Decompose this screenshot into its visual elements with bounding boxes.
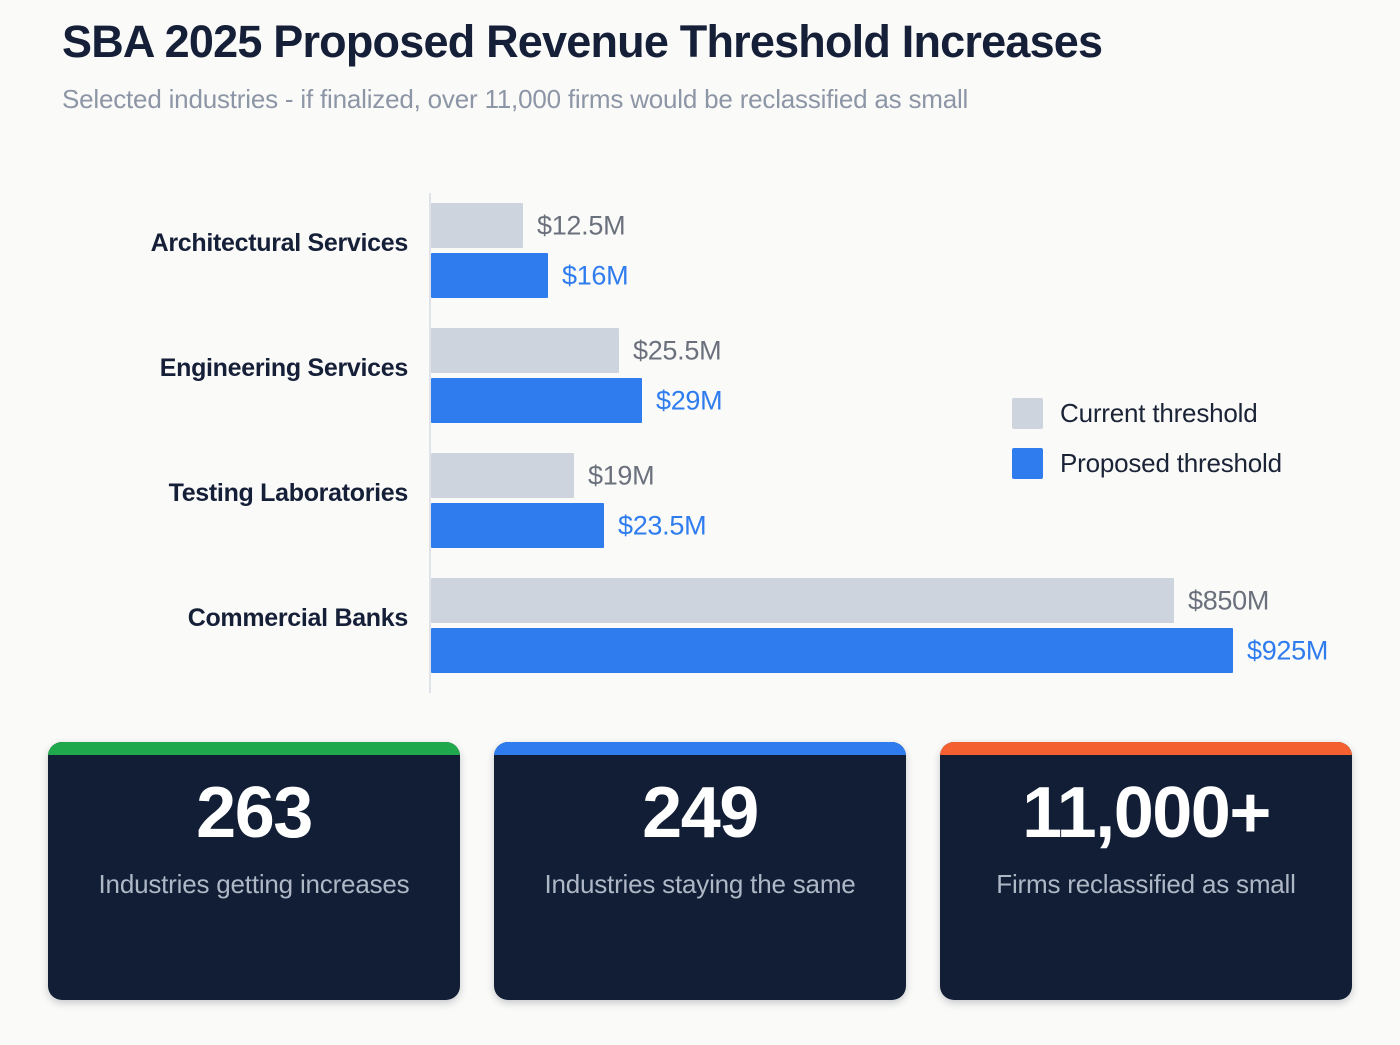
page-subtitle: Selected industries - if finalized, over… [62, 83, 969, 114]
legend-label: Proposed threshold [1060, 447, 1282, 478]
card-accent-bar [494, 742, 906, 755]
stat-card-firms: 11,000+ Firms reclassified as small [940, 742, 1352, 1000]
bar-current [431, 453, 574, 498]
bar-value-proposed: $16M [562, 260, 629, 290]
bar-proposed [431, 628, 1233, 673]
legend-item-current: Current threshold [1012, 388, 1282, 438]
stat-card-same: 249 Industries staying the same [494, 742, 906, 1000]
legend-item-proposed: Proposed threshold [1012, 438, 1282, 488]
card-body: 249 Industries staying the same [494, 755, 906, 1000]
card-accent-bar [48, 742, 460, 755]
bar-value-proposed: $23.5M [618, 510, 707, 540]
bar-current [431, 328, 619, 373]
stat-value: 249 [642, 773, 759, 853]
bar-value-proposed: $925M [1247, 635, 1329, 665]
card-body: 263 Industries getting increases [48, 755, 460, 1000]
chart-axis-line [429, 193, 431, 693]
card-body: 11,000+ Firms reclassified as small [940, 755, 1352, 1000]
bar-value-current: $19M [588, 460, 655, 490]
stat-label: Firms reclassified as small [996, 869, 1296, 899]
chart-category-group: Engineering Services $25.5M $29M [0, 320, 1400, 423]
chart-category-group: Architectural Services $12.5M $16M [0, 195, 1400, 298]
bar-value-current: $850M [1188, 585, 1270, 615]
legend-label: Current threshold [1060, 397, 1258, 428]
chart-category-group: Testing Laboratories $19M $23.5M [0, 445, 1400, 548]
category-label: Architectural Services [150, 229, 409, 257]
stat-cards: 263 Industries getting increases 249 Ind… [48, 742, 1352, 1000]
category-label: Commercial Banks [187, 604, 409, 632]
legend-swatch-icon [1012, 397, 1043, 429]
bar-current [431, 203, 523, 248]
bar-chart: Architectural Services $12.5M $16M Engin… [0, 185, 1400, 705]
stat-value: 11,000+ [1022, 773, 1271, 853]
stat-label: Industries getting increases [98, 869, 410, 899]
chart-category-group: Commercial Banks $850M $925M [0, 570, 1400, 673]
bar-value-current: $12.5M [537, 210, 626, 240]
card-accent-bar [940, 742, 1352, 755]
bar-value-current: $25.5M [633, 335, 722, 365]
chart-legend: Current threshold Proposed threshold [1012, 388, 1282, 488]
bar-current [431, 578, 1174, 623]
page-title: SBA 2025 Proposed Revenue Threshold Incr… [62, 16, 1103, 67]
bar-value-proposed: $29M [656, 385, 723, 415]
category-label: Testing Laboratories [168, 479, 409, 507]
stat-card-increases: 263 Industries getting increases [48, 742, 460, 1000]
bar-proposed [431, 503, 604, 548]
legend-swatch-icon [1012, 447, 1043, 479]
bar-proposed [431, 253, 548, 298]
bar-proposed [431, 378, 642, 423]
header: SBA 2025 Proposed Revenue Threshold Incr… [62, 16, 1352, 115]
stat-label: Industries staying the same [544, 869, 856, 899]
category-label: Engineering Services [159, 354, 409, 382]
stat-value: 263 [196, 773, 313, 853]
